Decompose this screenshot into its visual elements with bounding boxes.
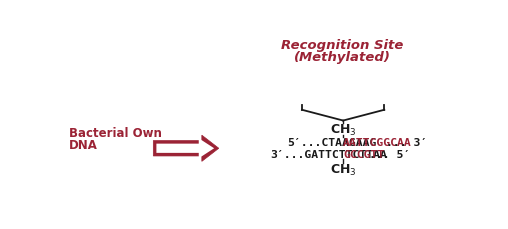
Text: CH$_3$: CH$_3$	[330, 122, 357, 137]
Text: ... 5′: ... 5′	[369, 150, 410, 160]
Text: CH$_3$: CH$_3$	[330, 162, 357, 177]
Text: Recognition Site: Recognition Site	[281, 39, 403, 52]
Text: 5′...CTAAGAAG: 5′...CTAAGAAG	[287, 137, 376, 147]
Text: DNA: DNA	[69, 139, 98, 152]
Polygon shape	[156, 139, 214, 158]
Text: GCCGTT: GCCGTT	[343, 150, 385, 160]
Text: AATTCGGCAA: AATTCGGCAA	[343, 137, 412, 147]
Text: Bacterial Own: Bacterial Own	[69, 126, 162, 139]
Text: 3′...GATTCTTCTTAA: 3′...GATTCTTCTTAA	[270, 150, 387, 160]
Text: ... 3′: ... 3′	[386, 137, 428, 147]
Text: (Methylated): (Methylated)	[294, 50, 391, 63]
Polygon shape	[153, 136, 219, 162]
